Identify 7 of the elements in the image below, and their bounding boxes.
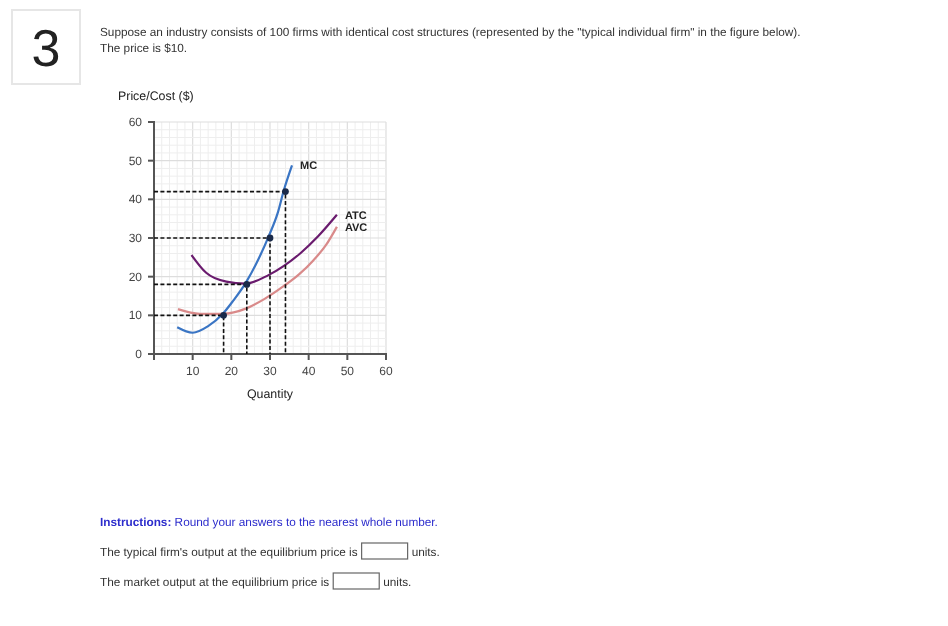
- point: [243, 281, 251, 288]
- line-series: [190, 213, 338, 285]
- line-series: [176, 164, 294, 334]
- point: [282, 188, 289, 195]
- text: 3: [31, 18, 61, 78]
- point: [266, 234, 274, 242]
- point: [220, 311, 227, 319]
